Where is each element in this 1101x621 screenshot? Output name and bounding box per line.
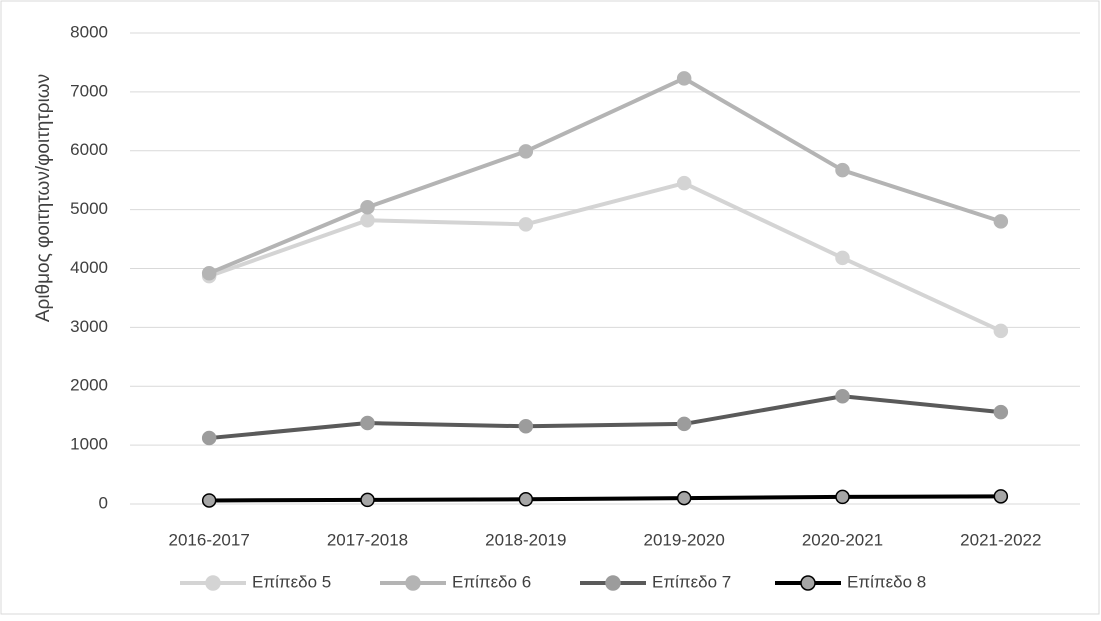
x-tick-label: 2020-2021 xyxy=(802,530,883,549)
x-tick-label: 2018-2019 xyxy=(485,530,566,549)
point xyxy=(993,489,1009,504)
series-line xyxy=(209,494,1001,503)
point xyxy=(518,419,534,434)
y-tick-label: 4000 xyxy=(70,258,108,277)
y-tick-label: 7000 xyxy=(70,81,108,100)
y-tick-label: 1000 xyxy=(70,435,108,454)
y-tick-label: 8000 xyxy=(70,22,108,41)
point xyxy=(360,415,375,431)
y-tick-label: 6000 xyxy=(70,140,108,159)
point xyxy=(676,71,692,86)
legend-marker xyxy=(800,575,816,591)
y-axis-label: Αριθμος φοιτητων/φοιτητριων xyxy=(33,74,54,322)
point xyxy=(201,265,217,281)
x-tick-label: 2017-2018 xyxy=(327,530,408,549)
point xyxy=(835,489,850,505)
point xyxy=(518,144,534,159)
point xyxy=(676,416,692,432)
legend-marker xyxy=(405,575,421,591)
point xyxy=(835,162,850,178)
legend-label: Επίπεδο 6 xyxy=(452,572,531,591)
legend-marker xyxy=(205,575,221,591)
legend-label: Επίπεδο 7 xyxy=(652,572,731,591)
point xyxy=(201,430,217,446)
point xyxy=(676,175,692,191)
x-tick-label: 2016-2017 xyxy=(169,530,250,549)
point xyxy=(835,389,850,404)
legend-marker xyxy=(605,575,621,591)
x-tick-label: 2019-2020 xyxy=(644,530,725,549)
y-tick-label: 3000 xyxy=(70,317,108,336)
series-line xyxy=(208,394,1002,441)
point xyxy=(993,323,1009,339)
point xyxy=(360,212,375,228)
y-tick-label: 5000 xyxy=(70,199,108,218)
point xyxy=(993,214,1009,229)
point xyxy=(201,493,217,508)
point xyxy=(676,490,692,506)
point xyxy=(835,250,850,266)
point xyxy=(360,200,375,215)
y-tick-label: 2000 xyxy=(70,376,108,395)
y-tick-label: 0 xyxy=(99,493,108,512)
legend-label: Επίπεδο 5 xyxy=(252,572,331,591)
legend-label: Επίπεδο 8 xyxy=(847,572,926,591)
series-line xyxy=(208,181,1002,333)
series-line xyxy=(208,76,1002,276)
point xyxy=(993,404,1009,420)
point xyxy=(360,492,375,508)
point xyxy=(518,217,534,232)
point xyxy=(518,492,534,507)
x-tick-label: 2021-2022 xyxy=(960,530,1041,549)
